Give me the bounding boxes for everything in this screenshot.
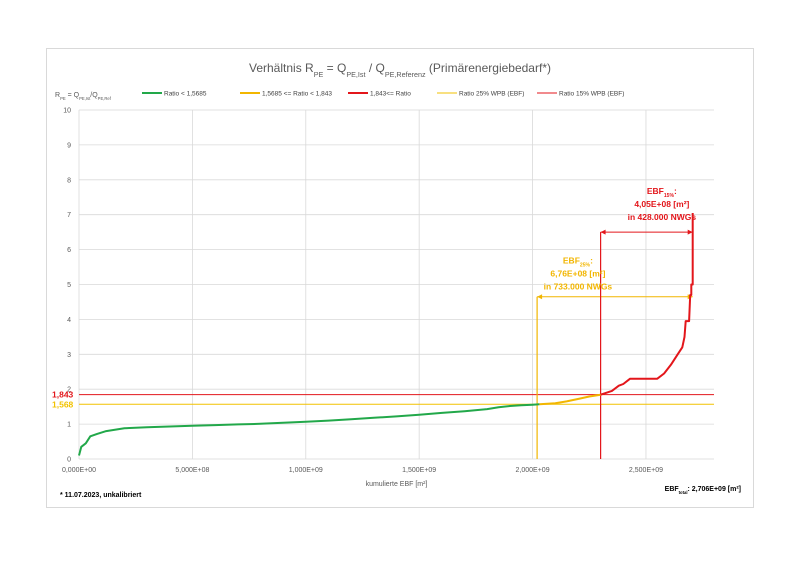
y-axis-label: RPE = QPE,Ist/QPE,Ref bbox=[55, 92, 112, 101]
total-sub: total bbox=[679, 490, 688, 495]
total-ebf: EBFtotal: 2,706E+09 [m²] bbox=[665, 486, 741, 495]
annotation-title: EBF25%: bbox=[563, 256, 593, 269]
annotation-arrowhead-left bbox=[600, 229, 606, 235]
chart-title: Verhältnis RPE = QPE,Ist / QPE,Referenz … bbox=[249, 61, 551, 79]
y-tick-label: 7 bbox=[67, 212, 71, 219]
title-sub: PE,Referenz bbox=[385, 70, 426, 79]
legend-label: Ratio < 1,5685 bbox=[164, 91, 207, 98]
annotation-arrowhead-right bbox=[687, 229, 693, 235]
legend-label: 1,5685 <= Ratio < 1,843 bbox=[262, 91, 332, 98]
footnote: * 11.07.2023, unkalibriert bbox=[60, 492, 142, 499]
chart-frame bbox=[46, 48, 754, 508]
title-sub: PE bbox=[314, 70, 324, 79]
legend-label: Ratio 15% WPB (EBF) bbox=[559, 91, 624, 98]
ylabel-sub: PE bbox=[60, 96, 66, 101]
annotation-sub: 15% bbox=[664, 193, 675, 199]
reference-line-label: 1,568 bbox=[52, 399, 74, 409]
x-axis-label: kumulierte EBF [m²] bbox=[366, 481, 428, 488]
x-tick-label: 5,000E+08 bbox=[175, 467, 209, 474]
title-sub: PE,Ist bbox=[346, 70, 365, 79]
ylabel-sub: PE,Ref bbox=[98, 96, 112, 101]
series-line bbox=[78, 403, 540, 456]
y-tick-label: 10 bbox=[63, 108, 71, 115]
reference-line-label: 1,843 bbox=[52, 390, 74, 400]
ylabel-part: /Q bbox=[90, 92, 98, 99]
x-tick-label: 0,000E+00 bbox=[62, 467, 96, 474]
title-part: = Q bbox=[323, 61, 346, 75]
x-tick-label: 2,000E+09 bbox=[516, 467, 550, 474]
title-part: Verhältnis R bbox=[249, 61, 314, 75]
x-tick-label: 1,500E+09 bbox=[402, 467, 436, 474]
annotation-part: EBF bbox=[563, 256, 580, 266]
annotation-part: : bbox=[674, 186, 677, 196]
annotation-arrowhead-left bbox=[537, 294, 543, 300]
title-part: (Primärenergiebedarf*) bbox=[426, 61, 551, 75]
annotation-count: in 428.000 NWGs bbox=[628, 212, 697, 222]
y-tick-label: 9 bbox=[67, 142, 71, 149]
annotation-value: 4,05E+08 [m²] bbox=[634, 199, 689, 209]
annotation-value: 6,76E+08 [m²] bbox=[550, 269, 605, 279]
series-line bbox=[539, 393, 601, 406]
y-tick-label: 0 bbox=[67, 457, 71, 464]
total-part: : 2,706E+09 [m²] bbox=[688, 486, 742, 493]
y-tick-label: 5 bbox=[67, 282, 71, 289]
y-tick-label: 3 bbox=[67, 352, 71, 359]
y-tick-label: 4 bbox=[67, 317, 71, 324]
x-tick-label: 2,500E+09 bbox=[629, 467, 663, 474]
x-tick-label: 1,000E+09 bbox=[289, 467, 323, 474]
annotation-part: EBF bbox=[647, 186, 664, 196]
series-line bbox=[600, 213, 694, 396]
y-tick-label: 2 bbox=[67, 387, 71, 394]
y-tick-label: 1 bbox=[67, 422, 71, 429]
legend-label: Ratio 25% WPB (EBF) bbox=[459, 91, 524, 98]
total-part: EBF bbox=[665, 486, 680, 493]
ylabel-part: = Q bbox=[66, 92, 80, 99]
y-tick-label: 6 bbox=[67, 247, 71, 254]
ylabel-sub: PE,Ist bbox=[79, 96, 91, 101]
annotation-sub: 25% bbox=[580, 263, 591, 269]
annotation-part: : bbox=[590, 256, 593, 266]
annotation-count: in 733.000 NWGs bbox=[544, 282, 613, 292]
legend-label: 1,843<= Ratio bbox=[370, 91, 411, 98]
annotation-title: EBF15%: bbox=[647, 186, 677, 199]
title-part: / Q bbox=[366, 61, 385, 75]
ylabel-part: R bbox=[55, 92, 60, 99]
y-tick-label: 8 bbox=[67, 177, 71, 184]
